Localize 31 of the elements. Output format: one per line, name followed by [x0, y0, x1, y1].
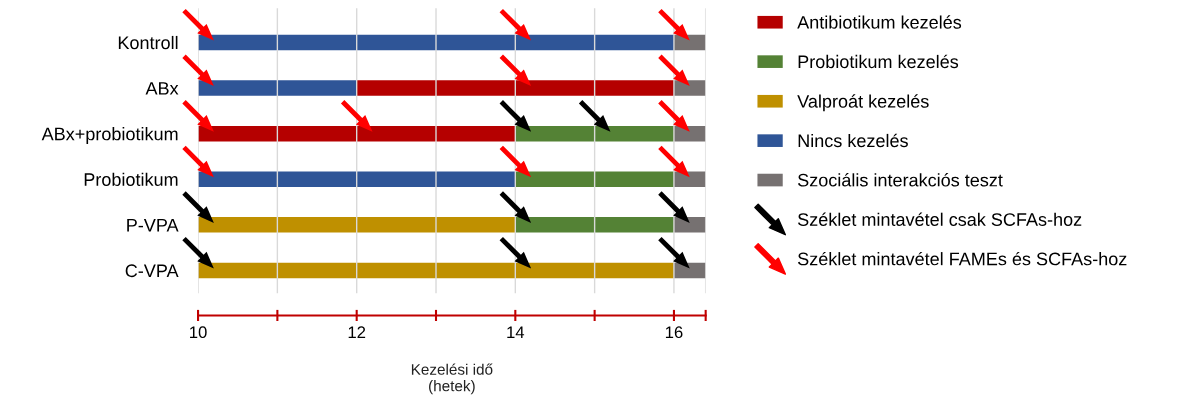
bar [198, 217, 516, 233]
y-tick-label: ABx [145, 82, 179, 95]
legend-label: Nincs kezelés [798, 133, 908, 148]
legend-label: Valproát kezelés [797, 94, 929, 112]
bar [356, 80, 674, 96]
y-tick-label: ABx+probiotikum [41, 127, 178, 144]
legend-label: Szociális interakciós teszt [798, 173, 1003, 187]
bar [673, 80, 706, 96]
bar [515, 171, 674, 187]
bar [198, 171, 516, 187]
x-tick-label: 14 [507, 326, 525, 338]
x-tick-label: 16 [665, 326, 683, 339]
bar [673, 217, 706, 233]
bar [515, 217, 674, 233]
bar [198, 125, 516, 142]
x-axis-title: Kezelési idő (hetek) [411, 363, 493, 395]
legend-label: Probiotikum kezelés [798, 54, 959, 69]
y-tick-label: Kontroll [118, 35, 178, 50]
y-tick-label: P-VPA [127, 218, 179, 232]
legend-label: Széklet mintavétel FAMEs és SCFAs-hoz [798, 251, 1127, 266]
legend-label: Széklet mintavétel csak SCFAs-hoz [798, 212, 1082, 226]
bar [515, 125, 674, 142]
x-tick-label: 10 [190, 326, 207, 339]
y-tick-label: Probiotikum [84, 172, 178, 186]
bar [198, 34, 674, 51]
x-tick-label: 12 [348, 326, 366, 338]
bar [198, 80, 357, 96]
bar [673, 171, 706, 187]
y-tick-label: C-VPA [125, 264, 179, 278]
bar [198, 262, 674, 279]
legend-label: Antibiotikum kezelés [797, 15, 962, 29]
